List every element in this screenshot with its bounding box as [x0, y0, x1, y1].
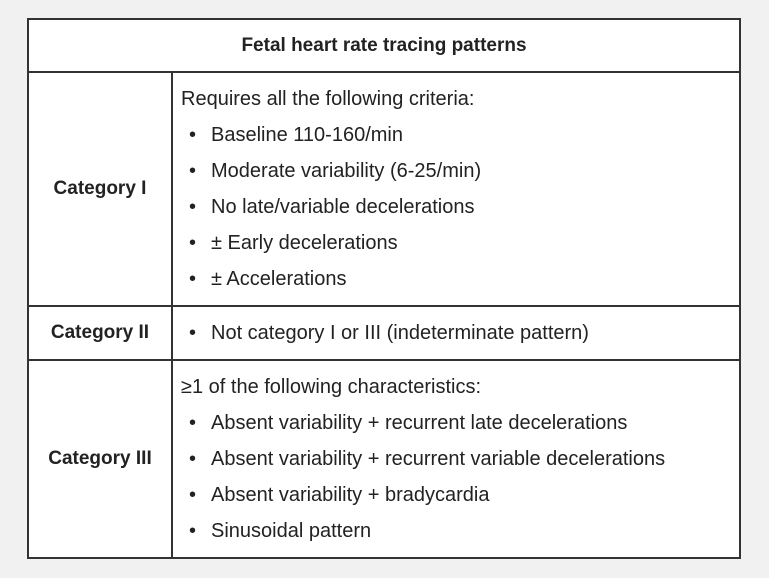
- table-title: Fetal heart rate tracing patterns: [27, 18, 741, 73]
- criteria-intro: ≥1 of the following characteristics:: [181, 376, 481, 398]
- criteria-item: Baseline 110-160/min: [181, 117, 739, 153]
- criteria-item: Moderate variability (6-25/min): [181, 153, 739, 189]
- criteria-intro: Requires all the following criteria:: [181, 88, 475, 110]
- criteria-list: Not category I or III (indeterminate pat…: [181, 315, 739, 351]
- category-label: Category II: [27, 305, 173, 361]
- criteria-cell: Not category I or III (indeterminate pat…: [171, 305, 741, 361]
- criteria-item: Not category I or III (indeterminate pat…: [181, 315, 739, 351]
- criteria-item: ± Early decelerations: [181, 225, 739, 261]
- criteria-item: Absent variability + recurrent variable …: [181, 441, 739, 477]
- criteria-table: Fetal heart rate tracing patterns Catego…: [27, 18, 741, 559]
- criteria-list: Absent variability + recurrent late dece…: [181, 405, 739, 549]
- table-row: Category I Requires all the following cri…: [27, 71, 741, 307]
- criteria-item: Sinusoidal pattern: [181, 513, 739, 549]
- category-label: Category I: [27, 71, 173, 307]
- criteria-cell: ≥1 of the following characteristics: Abse…: [171, 359, 741, 559]
- criteria-item: No late/variable decelerations: [181, 189, 739, 225]
- criteria-item: Absent variability + bradycardia: [181, 477, 739, 513]
- category-label: Category III: [27, 359, 173, 559]
- table-body: Category I Requires all the following cri…: [27, 71, 741, 559]
- table-row: Category III ≥1 of the following characte…: [27, 359, 741, 559]
- criteria-item: Absent variability + recurrent late dece…: [181, 405, 739, 441]
- criteria-list: Baseline 110-160/minModerate variability…: [181, 117, 739, 297]
- criteria-cell: Requires all the following criteria: Base…: [171, 71, 741, 307]
- table-row: Category IINot category I or III (indete…: [27, 305, 741, 361]
- criteria-item: ± Accelerations: [181, 261, 739, 297]
